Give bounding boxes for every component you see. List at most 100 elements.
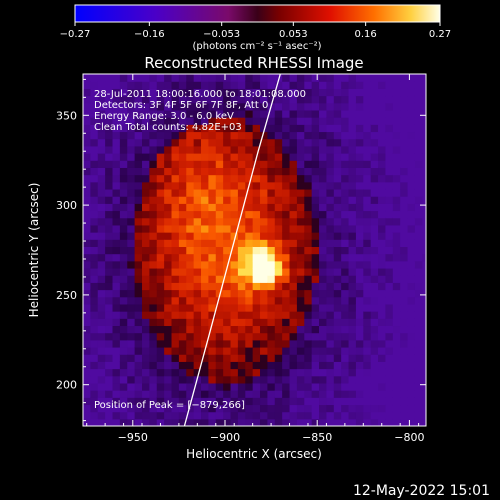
- heatmap-cell: [134, 303, 143, 312]
- heatmap-cell: [127, 368, 136, 377]
- heatmap-cell: [178, 167, 187, 176]
- heatmap-cell: [407, 95, 416, 104]
- heatmap-cell: [400, 390, 409, 398]
- heatmap-cell: [282, 95, 291, 104]
- heatmap-cell: [319, 217, 328, 226]
- heatmap-cell: [341, 303, 350, 312]
- heatmap-cell: [326, 253, 335, 262]
- heatmap-cell: [370, 325, 379, 334]
- heatmap-cell: [355, 311, 364, 319]
- heatmap-cell: [127, 296, 136, 305]
- heatmap-cell: [333, 102, 342, 111]
- heatmap-cell: [341, 109, 350, 118]
- heatmap-cell: [97, 318, 106, 327]
- heatmap-cell: [164, 332, 173, 341]
- heatmap-cell: [193, 339, 202, 348]
- heatmap-cell: [164, 174, 173, 183]
- heatmap-cell: [171, 239, 180, 247]
- heatmap-cell: [407, 196, 416, 204]
- heatmap-cell: [414, 203, 423, 212]
- heatmap-cell: [178, 303, 187, 312]
- heatmap-cell: [105, 160, 114, 168]
- heatmap-cell: [97, 95, 106, 104]
- heatmap-cell: [90, 346, 99, 355]
- heatmap-cell: [156, 361, 165, 370]
- heatmap-cell: [208, 404, 217, 413]
- heatmap-cell: [260, 181, 269, 190]
- heatmap-cell: [282, 246, 291, 255]
- heatmap-cell: [311, 346, 320, 355]
- heatmap-cell: [201, 390, 209, 398]
- heatmap-cell: [90, 239, 99, 247]
- heatmap-cell: [237, 196, 246, 204]
- heatmap-cell: [378, 160, 387, 168]
- heatmap-cell: [319, 153, 328, 161]
- heatmap-cell: [422, 275, 426, 283]
- heatmap-cell: [296, 232, 305, 240]
- heatmap-cell: [119, 95, 128, 104]
- heatmap-cell: [363, 160, 372, 168]
- heatmap-cell: [282, 382, 291, 391]
- heatmap-cell: [119, 217, 128, 226]
- heatmap-cell: [215, 81, 224, 89]
- heatmap-cell: [97, 267, 106, 276]
- heatmap-cell: [319, 318, 328, 327]
- heatmap-cell: [392, 275, 401, 283]
- heatmap-cell: [230, 117, 239, 125]
- heatmap-cell: [119, 224, 128, 233]
- heatmap-cell: [134, 210, 143, 219]
- heatmap-cell: [134, 368, 143, 377]
- heatmap-cell: [296, 160, 305, 168]
- heatmap-cell: [97, 390, 106, 398]
- heatmap-cell: [201, 296, 209, 305]
- heatmap-cell: [355, 354, 364, 362]
- heatmap-cell: [245, 246, 254, 255]
- heatmap-cell: [363, 246, 372, 255]
- heatmap-cell: [363, 102, 372, 111]
- heatmap-cell: [83, 397, 91, 406]
- heatmap-cell: [186, 418, 195, 426]
- heatmap-cell: [296, 390, 305, 398]
- heatmap-cell: [134, 95, 143, 104]
- heatmap-cell: [186, 88, 195, 97]
- heatmap-cell: [127, 224, 136, 233]
- heatmap-cell: [90, 397, 99, 406]
- heatmap-cell: [326, 196, 335, 204]
- heatmap-cell: [252, 102, 261, 111]
- heatmap-cell: [311, 275, 320, 283]
- heatmap-cell: [90, 382, 99, 391]
- heatmap-cell: [274, 167, 283, 176]
- heatmap-cell: [355, 296, 364, 305]
- heatmap-cell: [237, 153, 246, 161]
- heatmap-cell: [186, 102, 195, 111]
- heatmap-cell: [164, 325, 173, 334]
- heatmap-cell: [348, 138, 357, 147]
- heatmap-cell: [326, 224, 335, 233]
- heatmap-cell: [245, 102, 254, 111]
- heatmap-cell: [223, 188, 232, 197]
- heatmap-cell: [105, 174, 114, 183]
- heatmap-cell: [400, 318, 409, 327]
- heatmap-cell: [223, 131, 232, 140]
- heatmap-cell: [83, 296, 91, 305]
- heatmap-cell: [105, 275, 114, 283]
- heatmap-cell: [370, 361, 379, 370]
- heatmap-cell: [156, 88, 165, 97]
- heatmap-cell: [245, 275, 254, 283]
- heatmap-cell: [186, 289, 195, 298]
- heatmap-cell: [296, 361, 305, 370]
- heatmap-cell: [193, 267, 202, 276]
- heatmap-cell: [127, 267, 136, 276]
- heatmap-cell: [422, 117, 426, 125]
- heatmap-cell: [230, 131, 239, 140]
- heatmap-cell: [112, 138, 121, 147]
- heatmap-cell: [223, 397, 232, 406]
- heatmap-cell: [230, 382, 239, 391]
- heatmap-cell: [215, 232, 224, 240]
- heatmap-cell: [201, 311, 209, 319]
- heatmap-cell: [341, 418, 350, 426]
- heatmap-cell: [134, 325, 143, 334]
- heatmap-cell: [215, 375, 224, 384]
- heatmap-cell: [355, 174, 364, 183]
- heatmap-cell: [215, 361, 224, 370]
